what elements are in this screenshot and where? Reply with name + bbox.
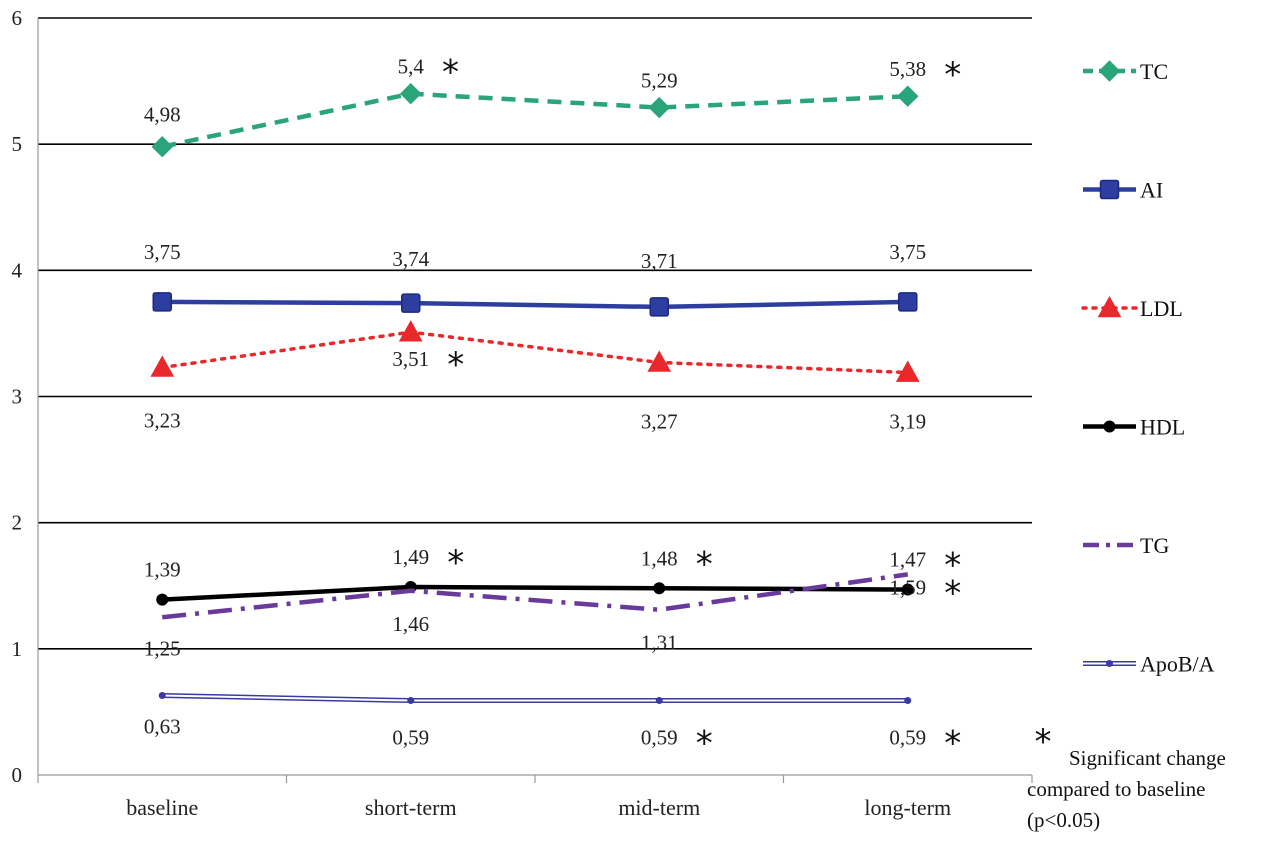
legend-label-tg: TG <box>1140 533 1169 558</box>
data-label-apob-a: 0,59 <box>392 726 429 750</box>
footnote-line: compared to baseline <box>1027 777 1205 801</box>
legend-label-hdl: HDL <box>1140 415 1185 440</box>
legend-label-tc: TC <box>1140 59 1168 84</box>
data-labels: 4,98 5,4 * 5,29 5,38 * 3,75 3,74 3,71 3,75 3,23 3,5… <box>144 53 961 764</box>
data-label-hdl: 1,48 <box>641 546 678 570</box>
data-point-apob-a <box>158 692 166 700</box>
data-label-apob-a: 0,59 <box>641 726 678 750</box>
data-label-hdl: 1,39 <box>144 558 181 582</box>
significance-star: * <box>944 55 961 95</box>
series-line-ai <box>162 299 908 310</box>
series-line-tg <box>162 572 909 620</box>
data-point-ai <box>649 297 669 317</box>
significance-star: * <box>944 546 961 586</box>
data-point-ai <box>898 292 918 312</box>
data-point-apob-a <box>655 697 663 705</box>
legend-marker-tc <box>1098 60 1121 82</box>
data-point-hdl <box>653 582 666 595</box>
gridlines <box>38 17 1032 650</box>
series-layer <box>150 82 920 705</box>
legend-marker-ldl <box>1097 295 1122 318</box>
series-line-hdl <box>162 584 908 602</box>
legend-marker-hdl <box>1103 420 1116 433</box>
data-label-tg: 1,46 <box>392 612 429 636</box>
series-line-ldl <box>160 330 910 375</box>
y-tick-label: 1 <box>12 637 23 661</box>
legend-marker-apob-a <box>1106 660 1113 667</box>
data-label-ldl: 3,51 <box>392 347 429 371</box>
data-label-tc: 5,4 <box>398 55 425 79</box>
data-point-tc <box>897 85 919 107</box>
y-tick-label: 5 <box>12 132 23 156</box>
significance-star: * <box>696 724 713 764</box>
data-label-ldl: 3,23 <box>144 408 181 432</box>
data-label-ai: 3,75 <box>144 240 181 264</box>
legend-marker-ai <box>1099 179 1120 200</box>
significance-star: * <box>696 544 713 584</box>
significance-star: * <box>944 724 961 764</box>
data-label-apob-a: 0,63 <box>144 715 181 739</box>
data-label-hdl: 1,49 <box>392 545 429 569</box>
x-axis: baseline short-term mid-term long-term <box>37 18 1033 820</box>
significance-footnote: * Significant change compared to baseline (… <box>1027 722 1226 832</box>
data-point-tc <box>400 82 422 105</box>
legend-label-ai: AI <box>1140 178 1163 203</box>
data-label-ai: 3,71 <box>641 249 678 273</box>
x-tick-label: short-term <box>365 795 457 820</box>
legend-label-apob-a: ApoB/A <box>1140 652 1215 677</box>
y-tick-label: 3 <box>12 385 23 409</box>
data-label-tg: 1,59 <box>889 575 926 599</box>
data-point-ldl <box>150 355 175 377</box>
x-tick-label: mid-term <box>618 795 700 820</box>
data-point-tc <box>151 135 173 158</box>
data-point-ldl <box>895 360 920 382</box>
data-label-apob-a: 0,59 <box>889 726 926 750</box>
series-line-inner-apob-a <box>162 694 908 702</box>
y-axis: 0 1 2 3 4 5 6 <box>12 6 23 787</box>
data-point-ai <box>401 293 421 313</box>
legend-label-ldl: LDL <box>1140 296 1183 321</box>
footnote-line: (p<0.05) <box>1027 808 1100 832</box>
significance-star: * <box>442 53 459 93</box>
data-point-ai <box>152 292 172 312</box>
y-tick-label: 4 <box>12 258 23 282</box>
data-label-tc: 4,98 <box>144 103 181 127</box>
data-label-tc: 5,29 <box>641 69 678 93</box>
footnote-star: * <box>1035 722 1052 762</box>
data-label-ai: 3,74 <box>392 247 429 271</box>
data-point-hdl <box>901 583 914 596</box>
significance-star: * <box>944 573 961 613</box>
data-point-hdl <box>156 593 169 606</box>
data-label-ldl: 3,27 <box>641 409 678 433</box>
y-tick-label: 0 <box>12 763 23 787</box>
data-point-ldl <box>398 320 423 342</box>
data-point-tc <box>648 96 670 119</box>
data-label-hdl: 1,47 <box>889 548 926 572</box>
significance-star: * <box>447 345 464 385</box>
legend: TC AI LDL HDL TG ApoB/A <box>1081 59 1215 677</box>
data-label-tc: 5,38 <box>889 57 926 81</box>
y-tick-label: 2 <box>12 511 23 535</box>
data-label-ai: 3,75 <box>889 240 926 264</box>
series-line-tc <box>161 91 908 149</box>
data-label-tg: 1,31 <box>641 631 678 655</box>
x-tick-label: baseline <box>126 795 198 820</box>
y-tick-label: 6 <box>12 6 23 30</box>
data-label-ldl: 3,19 <box>889 410 926 434</box>
significance-star: * <box>447 543 464 583</box>
data-point-apob-a <box>407 697 415 705</box>
data-point-apob-a <box>904 697 912 705</box>
x-tick-label: long-term <box>864 795 951 820</box>
data-label-tg: 1,25 <box>144 636 181 660</box>
footnote-line: Significant change <box>1069 746 1226 770</box>
data-point-ldl <box>647 350 672 372</box>
